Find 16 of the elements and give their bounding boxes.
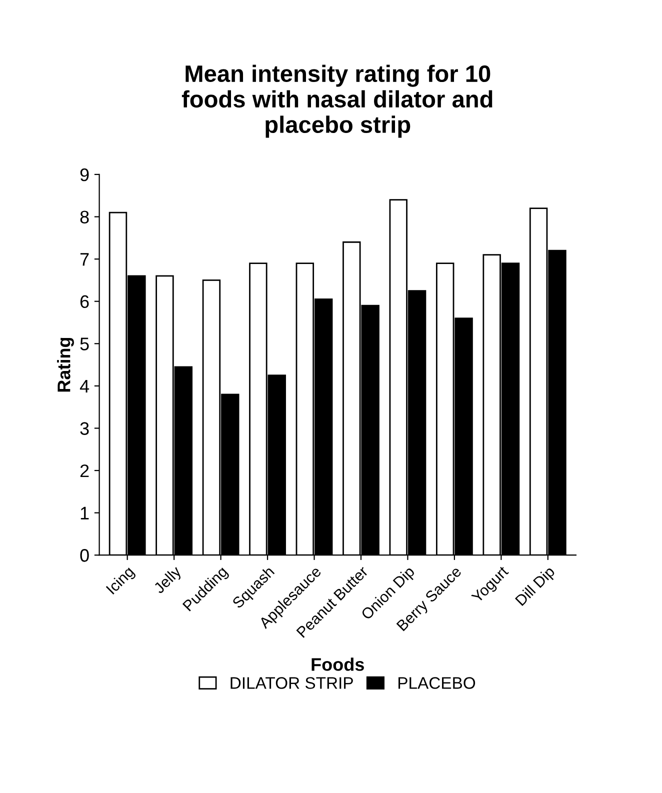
y-tick-label: 9 bbox=[80, 168, 89, 182]
y-tick-label: 3 bbox=[80, 422, 89, 435]
y-tick-label: 2 bbox=[80, 464, 89, 478]
y-tick-label: 1 bbox=[80, 506, 89, 520]
y-tick-label: 8 bbox=[80, 210, 89, 224]
legend-label: PLACEBO bbox=[398, 677, 476, 689]
y-tick-label: 7 bbox=[80, 253, 89, 266]
x-tick-label: Dill Dip bbox=[514, 565, 558, 608]
y-tick-label: 5 bbox=[80, 338, 89, 350]
legend-label: DILATOR STRIP bbox=[230, 677, 353, 689]
y-tick-label: 4 bbox=[80, 380, 90, 392]
x-axis-title: Foods bbox=[312, 658, 364, 671]
chart-title: Mean intensity rating for 10 foods with nasal dilator and placebo strip bbox=[182, 64, 492, 138]
y-tick-label: 6 bbox=[80, 295, 89, 308]
y-tick-label: 0 bbox=[80, 549, 89, 562]
y-axis-title: Rating bbox=[57, 338, 74, 392]
